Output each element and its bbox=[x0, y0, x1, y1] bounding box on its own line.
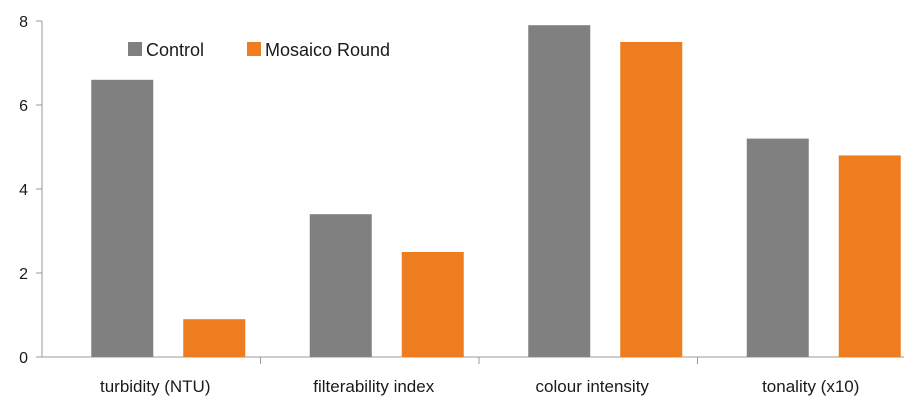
y-tick-label: 8 bbox=[19, 14, 28, 31]
bars bbox=[91, 25, 901, 358]
legend: Control Mosaico Round bbox=[128, 40, 390, 60]
legend-label: Control bbox=[146, 40, 204, 60]
bar-mosaico-round-3 bbox=[620, 42, 683, 357]
legend-swatch-control bbox=[128, 42, 142, 56]
bar-control-2 bbox=[309, 214, 372, 357]
bar-control-1 bbox=[91, 79, 154, 358]
y-tick-label: 2 bbox=[19, 266, 28, 283]
bar-mosaico-round-1 bbox=[183, 319, 246, 357]
legend-swatch-mosaico-round bbox=[247, 42, 261, 56]
y-tick-label: 0 bbox=[19, 350, 28, 367]
bar-control-3 bbox=[528, 25, 591, 357]
x-tick-label: colour intensity bbox=[536, 377, 650, 396]
x-tick-label: filterability index bbox=[313, 377, 434, 396]
bar-control-4 bbox=[746, 138, 809, 357]
y-tick-label: 6 bbox=[19, 98, 28, 115]
bar-mosaico-round-4 bbox=[838, 155, 901, 357]
y-tick-label: 4 bbox=[19, 182, 28, 199]
x-tick-label: turbidity (NTU) bbox=[100, 377, 211, 396]
bar-mosaico-round-2 bbox=[401, 252, 464, 357]
legend-label: Mosaico Round bbox=[265, 40, 390, 60]
x-tick-label: tonality (x10) bbox=[762, 377, 859, 396]
